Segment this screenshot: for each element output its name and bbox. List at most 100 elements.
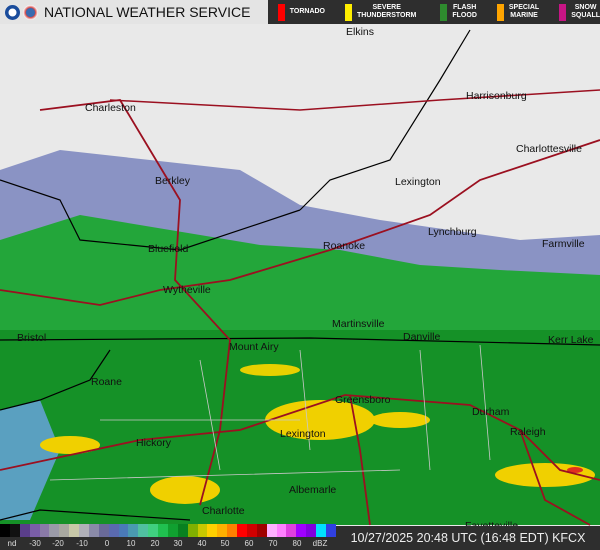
scale-swatch — [207, 524, 218, 537]
highway — [0, 139, 600, 306]
scale-label: -30 — [29, 539, 41, 548]
scale-label: nd — [7, 539, 17, 548]
scale-swatch — [316, 524, 326, 537]
city-label: Bluefield — [148, 243, 189, 255]
header-bar: NATIONAL WEATHER SERVICE TORNADO SEVERE T… — [0, 0, 600, 24]
city-label: Durham — [472, 406, 510, 418]
city-label: Roane — [91, 376, 122, 388]
noaa-logo — [5, 4, 20, 20]
city-label: Martinsville — [332, 318, 385, 330]
scale-swatch — [118, 524, 129, 537]
city-label: Harrisonburg — [466, 90, 527, 102]
city-label: Mount Airy — [229, 341, 279, 353]
scale-labels: nd -30 -20 -10 0 10 20 30 40 50 60 70 80 dBZ — [0, 537, 336, 550]
scale-swatch — [276, 524, 287, 537]
scale-swatch — [29, 524, 40, 537]
radar-yellow-cell — [370, 412, 430, 428]
city-label: Lexington — [280, 428, 326, 440]
city-label: Kerr Lake — [548, 334, 594, 346]
scale-swatch — [217, 524, 228, 537]
city-label: Hickory — [136, 437, 172, 449]
scale-swatch — [79, 524, 89, 537]
scale-swatch — [108, 524, 119, 537]
state-line — [0, 509, 191, 521]
scale-label: 80 — [292, 539, 302, 548]
highway — [349, 394, 371, 526]
state-line — [0, 349, 111, 411]
highway — [519, 429, 591, 526]
site-title: NATIONAL WEATHER SERVICE — [44, 4, 251, 20]
scale-swatch — [256, 524, 267, 537]
warning-item: SNOW SQUALL — [559, 3, 600, 21]
warning-swatch — [345, 3, 352, 21]
scale-swatch — [69, 524, 79, 537]
reflectivity-legend: nd -30 -20 -10 0 10 20 30 40 50 60 70 80 dBZ — [0, 524, 336, 550]
nws-logo — [23, 4, 38, 20]
timestamp-station: 10/27/2025 20:48 UTC (16:48 EDT) KFCX — [336, 526, 600, 550]
scale-label: 40 — [197, 539, 207, 548]
warning-label: SPECIAL MARINE — [508, 4, 540, 19]
scale-swatch — [296, 524, 307, 537]
scale-swatch — [246, 524, 257, 537]
warning-item: SEVERE THUNDERSTORM — [345, 3, 416, 21]
radar-yellow-cell — [40, 436, 100, 454]
scale-swatch — [128, 524, 139, 537]
city-label: Danville — [403, 331, 441, 343]
scale-swatch — [266, 524, 277, 537]
color-scale — [0, 524, 336, 537]
scale-label: 50 — [220, 539, 230, 548]
warning-swatch — [277, 3, 285, 21]
scale-swatch — [9, 524, 20, 537]
county-lines — [49, 344, 491, 481]
radar-red-cell — [567, 467, 583, 473]
state-line — [0, 179, 301, 251]
scale-swatch — [286, 524, 297, 537]
scale-swatch — [306, 524, 316, 537]
radar-yellow-cell — [240, 364, 300, 376]
scale-label: 70 — [268, 539, 278, 548]
scale-swatch — [39, 524, 50, 537]
highway — [109, 89, 600, 111]
scale-label: 20 — [150, 539, 160, 548]
scale-swatch — [167, 524, 178, 537]
city-label: Charlotte — [202, 505, 245, 517]
scale-label: 10 — [126, 539, 136, 548]
warning-item: FLASH FLOOD — [440, 3, 477, 21]
warning-label: FLASH FLOOD — [452, 4, 477, 19]
warning-swatch — [440, 3, 448, 21]
scale-swatch — [197, 524, 208, 537]
scale-swatch — [59, 524, 70, 537]
state-line — [299, 29, 471, 211]
warning-swatch — [559, 3, 567, 21]
scale-swatch — [177, 524, 188, 537]
scale-swatch — [88, 524, 99, 537]
scale-label: 60 — [244, 539, 254, 548]
warning-label: SNOW SQUALL — [571, 4, 600, 19]
scale-swatch — [187, 524, 198, 537]
city-label: Wytheville — [163, 284, 211, 296]
scale-label: 0 — [104, 539, 110, 548]
scale-swatch — [237, 524, 247, 537]
warning-item: SPECIAL MARINE — [496, 3, 540, 21]
brand: NATIONAL WEATHER SERVICE — [0, 0, 268, 24]
scale-label: -10 — [76, 539, 88, 548]
scale-swatch — [148, 524, 158, 537]
city-label: Albemarle — [289, 484, 337, 496]
city-label: Greensboro — [335, 394, 391, 406]
warning-swatch — [496, 3, 504, 21]
warning-label: TORNADO — [289, 8, 325, 15]
radar-teal-area — [0, 400, 60, 520]
radar-yellow-cell — [265, 400, 375, 440]
city-label: Elkins — [346, 26, 375, 38]
city-label: Charleston — [85, 102, 136, 114]
city-label: Lynchburg — [428, 226, 477, 238]
scale-label: 30 — [173, 539, 183, 548]
city-label: Berkley — [155, 175, 191, 187]
city-label: Lexington — [395, 176, 441, 188]
radar-yellow-cell — [150, 476, 220, 504]
city-label: Roanoke — [323, 240, 366, 252]
scale-label: -20 — [52, 539, 64, 548]
scale-swatch — [325, 524, 336, 537]
scale-swatch — [158, 524, 168, 537]
